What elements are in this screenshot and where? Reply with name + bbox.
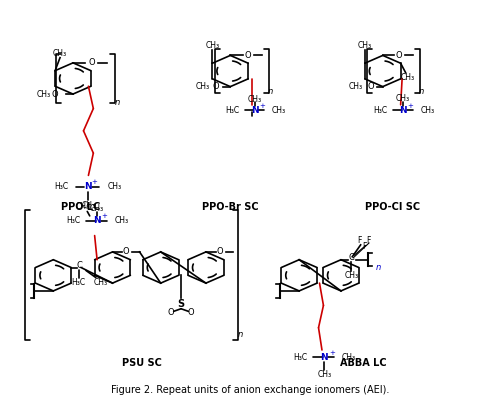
Text: +: + <box>102 213 107 219</box>
Text: CH₃: CH₃ <box>82 200 96 210</box>
Text: PSU SC: PSU SC <box>122 358 162 368</box>
Text: H₃C: H₃C <box>54 182 68 191</box>
Text: C: C <box>76 261 82 270</box>
Text: CH₃: CH₃ <box>420 106 434 115</box>
Text: n: n <box>238 330 243 339</box>
Text: PPO LC: PPO LC <box>60 202 100 212</box>
Text: F: F <box>362 242 366 251</box>
Text: H₃C: H₃C <box>374 106 388 115</box>
Text: F: F <box>358 236 362 245</box>
Text: H₃C: H₃C <box>225 106 239 115</box>
Text: O: O <box>88 58 95 67</box>
Text: H₃C: H₃C <box>66 216 80 225</box>
Text: +: + <box>92 179 98 185</box>
Text: O: O <box>52 90 59 98</box>
Text: S: S <box>178 299 184 309</box>
Text: CH₃: CH₃ <box>196 82 209 91</box>
Text: CH₃: CH₃ <box>76 202 90 211</box>
Text: CH₃: CH₃ <box>272 106 286 115</box>
Text: CH₃: CH₃ <box>342 353 356 362</box>
Text: N: N <box>251 106 258 115</box>
Text: O: O <box>396 51 402 60</box>
Text: N: N <box>320 353 328 362</box>
Text: CH₃: CH₃ <box>108 182 122 191</box>
Text: CH₃: CH₃ <box>344 271 358 280</box>
Text: ABBA LC: ABBA LC <box>340 358 386 368</box>
Text: N: N <box>400 106 407 115</box>
Text: O: O <box>123 247 130 256</box>
Text: O: O <box>216 247 223 256</box>
Text: CH₃: CH₃ <box>37 90 51 98</box>
Text: PPO-Cl SC: PPO-Cl SC <box>365 202 420 212</box>
Text: CH₃: CH₃ <box>114 216 128 225</box>
Text: +: + <box>408 103 414 109</box>
Text: CH₃: CH₃ <box>349 82 363 91</box>
Text: N: N <box>84 182 92 191</box>
Text: O: O <box>168 308 174 317</box>
Text: n: n <box>376 263 382 272</box>
Text: n: n <box>419 87 424 96</box>
Text: CH₃: CH₃ <box>90 204 104 213</box>
Text: F: F <box>366 236 370 245</box>
Text: O: O <box>188 308 194 317</box>
Text: Figure 2. Repeat units of anion exchange ionomers (AEI).: Figure 2. Repeat units of anion exchange… <box>111 385 389 395</box>
Text: CH₃: CH₃ <box>318 370 332 379</box>
Text: CH₃: CH₃ <box>401 73 415 82</box>
Text: n: n <box>268 87 274 96</box>
Text: H₃C: H₃C <box>294 353 308 362</box>
Text: H₃C: H₃C <box>72 278 86 287</box>
Text: N: N <box>94 216 101 225</box>
Text: CH₃: CH₃ <box>248 95 262 104</box>
Text: CH₃: CH₃ <box>358 41 372 50</box>
Text: +: + <box>329 350 334 356</box>
Text: CH₃: CH₃ <box>93 278 108 287</box>
Text: +: + <box>259 103 265 109</box>
Text: O: O <box>368 82 374 91</box>
Text: C: C <box>348 253 354 262</box>
Text: CH₃: CH₃ <box>396 94 410 103</box>
Text: CH₃: CH₃ <box>206 41 220 50</box>
Text: O: O <box>244 51 251 60</box>
Text: PPO-Br SC: PPO-Br SC <box>202 202 258 212</box>
Text: O: O <box>213 82 220 91</box>
Text: n: n <box>114 98 120 107</box>
Text: CH₃: CH₃ <box>53 49 67 58</box>
